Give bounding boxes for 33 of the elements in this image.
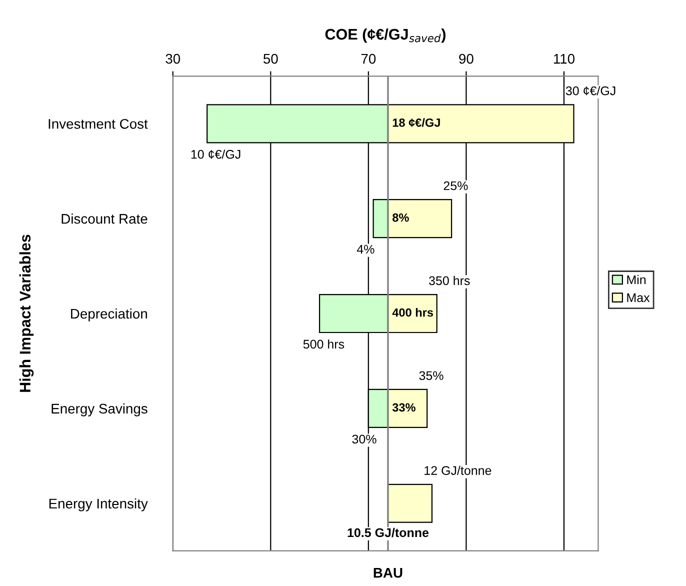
annotation: 350 hrs: [429, 276, 470, 286]
annotation: 12 GJ/tonne: [424, 466, 492, 475]
x-tick-label: 90: [459, 54, 474, 64]
bar: [387, 388, 428, 428]
annotation: 30%: [352, 434, 376, 444]
bar: [387, 199, 452, 238]
x-tick-label: 70: [361, 54, 376, 64]
annotation: 35%: [419, 371, 444, 380]
annotation: 25%: [444, 181, 468, 190]
annotation: 4%: [356, 244, 374, 254]
y-tick-label: Depreciation: [71, 308, 147, 322]
annotation: 8%: [392, 213, 409, 222]
annotation: 18 ¢€/GJ: [392, 118, 440, 127]
annotation: 10.5 GJ/tonne: [348, 528, 429, 538]
legend-label: Max: [627, 293, 650, 302]
x-tick-label: 110: [554, 54, 575, 64]
x-tick-label: 50: [263, 54, 278, 64]
x-tick-label: 30: [166, 54, 180, 64]
bar: [387, 484, 433, 523]
annotation: 400 hrs: [392, 308, 434, 317]
y-tick-label: Investment Cost: [48, 118, 148, 129]
x-axis-title: COE (¢€/GJ$_{saved}$): [325, 28, 446, 43]
y-tick-label: Discount Rate: [62, 214, 148, 224]
y-axis-title: High Impact Variables: [19, 234, 34, 392]
annotation: 33%: [392, 403, 416, 412]
annotation: 500 hrs: [303, 339, 344, 349]
annotation: 30 ¢€/GJ: [566, 86, 616, 96]
y-tick-label: Energy Intensity: [49, 498, 148, 512]
bar: [387, 294, 438, 334]
legend-label: Min: [627, 275, 646, 284]
annotation: 10 ¢€/GJ: [191, 150, 240, 159]
y-tick-label: Energy Savings: [52, 403, 148, 416]
ref-line-label: BAU: [374, 568, 402, 578]
